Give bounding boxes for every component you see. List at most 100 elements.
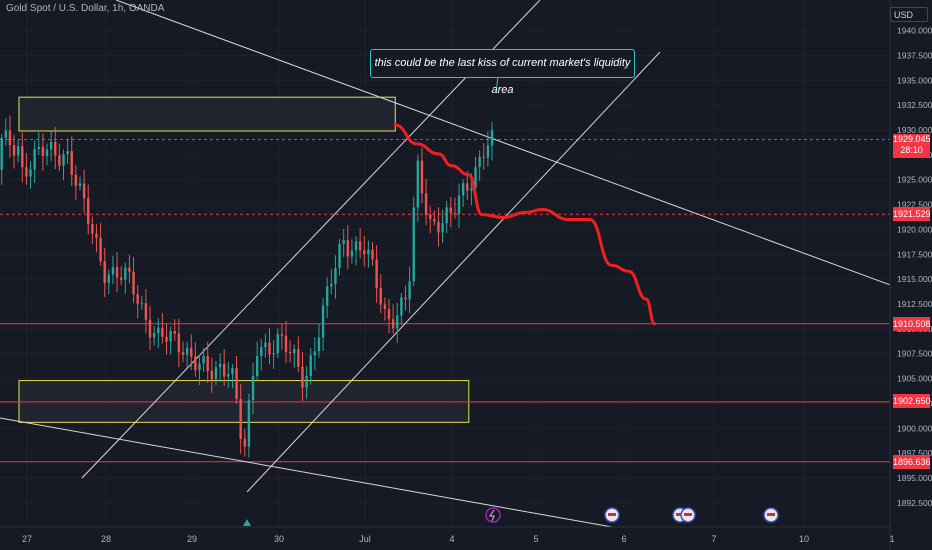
x-tick-label: 7 <box>711 534 716 544</box>
candle-body <box>198 363 201 371</box>
candle-body <box>8 130 12 146</box>
price-badge-level: 1896.636 <box>893 455 931 469</box>
currency-selector[interactable]: USD <box>890 7 928 22</box>
candle-body <box>165 336 168 342</box>
x-tick-label: 1 <box>889 534 894 544</box>
candle-body <box>206 356 209 372</box>
candle-body <box>111 266 115 275</box>
candle-body <box>482 156 485 158</box>
candle-body <box>457 195 461 214</box>
candle-body <box>338 243 341 269</box>
candle-body <box>194 356 197 371</box>
candle-body <box>268 342 271 355</box>
candle-body <box>433 218 436 222</box>
candle-body <box>202 356 205 364</box>
candle-body <box>0 137 3 170</box>
candle-body <box>367 249 370 255</box>
candle-body <box>177 333 181 353</box>
candle-body <box>144 303 148 320</box>
price-badge-level: 1902.650 <box>893 394 931 408</box>
candle-body <box>330 283 333 287</box>
price-badge-current: 1929.045 28:10 <box>893 134 931 158</box>
candle-body <box>227 374 230 377</box>
candle-body <box>437 221 440 233</box>
candle-body <box>148 319 152 338</box>
candle-body <box>74 174 78 187</box>
candle-body <box>416 160 420 208</box>
candle-body <box>21 146 24 168</box>
candle-body <box>309 355 312 377</box>
candle-body <box>128 267 131 272</box>
candle-body <box>387 308 391 320</box>
candle-body <box>264 342 267 348</box>
candle-body <box>66 151 69 155</box>
candle-body <box>37 146 40 150</box>
candle-body <box>363 250 366 255</box>
candle-body <box>4 130 8 138</box>
candle-body <box>317 337 321 352</box>
x-tick-label: 5 <box>533 534 538 544</box>
candle-body <box>358 241 362 251</box>
candle-body <box>49 141 53 150</box>
us-event-flag-stripe <box>608 513 616 516</box>
candle-body <box>276 334 279 354</box>
candle-body <box>124 267 127 280</box>
x-tick-label: 10 <box>799 534 809 544</box>
candle-body <box>115 266 119 278</box>
y-tick-label: 1940.000 <box>897 26 932 36</box>
candle-body <box>478 156 481 168</box>
candle-body <box>16 146 20 156</box>
x-tick-label: Jul <box>359 534 371 544</box>
candle-body <box>441 223 444 233</box>
y-tick-label: 1915.000 <box>897 274 932 284</box>
candle-body <box>222 363 226 377</box>
annotation-callout[interactable]: this could be the last kiss of current m… <box>370 49 635 96</box>
candle-body <box>152 333 156 338</box>
upper-supply-zone <box>18 96 396 132</box>
price-badge-level: 1921.529 <box>893 207 931 221</box>
candle-body <box>235 368 238 400</box>
price-badge-level: 1910.508 <box>893 317 931 331</box>
candle-body <box>54 141 57 156</box>
y-tick-label: 1922.500 <box>897 200 932 210</box>
candle-body <box>157 327 160 334</box>
candle-body <box>334 268 337 284</box>
x-tick-label: 30 <box>274 534 284 544</box>
chart-title: Gold Spot / U.S. Dollar, 1h, OANDA <box>6 3 165 14</box>
candle-body <box>87 198 90 225</box>
candle-body <box>449 207 452 213</box>
y-tick-label: 1905.000 <box>897 374 932 384</box>
channel-upper-line <box>81 0 541 479</box>
up-arrow-marker <box>243 519 251 526</box>
candle-body <box>25 167 28 177</box>
candle-body <box>445 207 448 224</box>
candle-body <box>173 331 176 334</box>
candle-body <box>255 356 259 377</box>
candle-body <box>58 155 61 166</box>
candle-body <box>272 353 275 355</box>
candle-body <box>136 294 139 304</box>
candle-body <box>490 130 494 146</box>
candle-body <box>325 286 329 306</box>
candle-body <box>470 188 473 191</box>
candle-body <box>461 183 465 196</box>
candle-body <box>169 331 172 342</box>
candle-body <box>99 237 102 262</box>
x-tick-label: 4 <box>449 534 454 544</box>
candle-body <box>293 349 296 354</box>
x-tick-label: 27 <box>22 534 32 544</box>
y-tick-label: 1930.000 <box>897 125 932 135</box>
candle-body <box>260 347 263 357</box>
candle-body <box>247 400 251 447</box>
y-tick-label: 1937.500 <box>897 50 932 60</box>
candle-body <box>288 352 292 354</box>
candle-body <box>210 371 214 380</box>
candle-body <box>474 167 477 189</box>
y-tick-label: 1917.500 <box>897 249 932 259</box>
candle-body <box>119 277 123 280</box>
candle-body <box>453 212 457 214</box>
candle-body <box>45 149 49 157</box>
candle-body <box>218 363 222 368</box>
candle-body <box>41 146 45 157</box>
